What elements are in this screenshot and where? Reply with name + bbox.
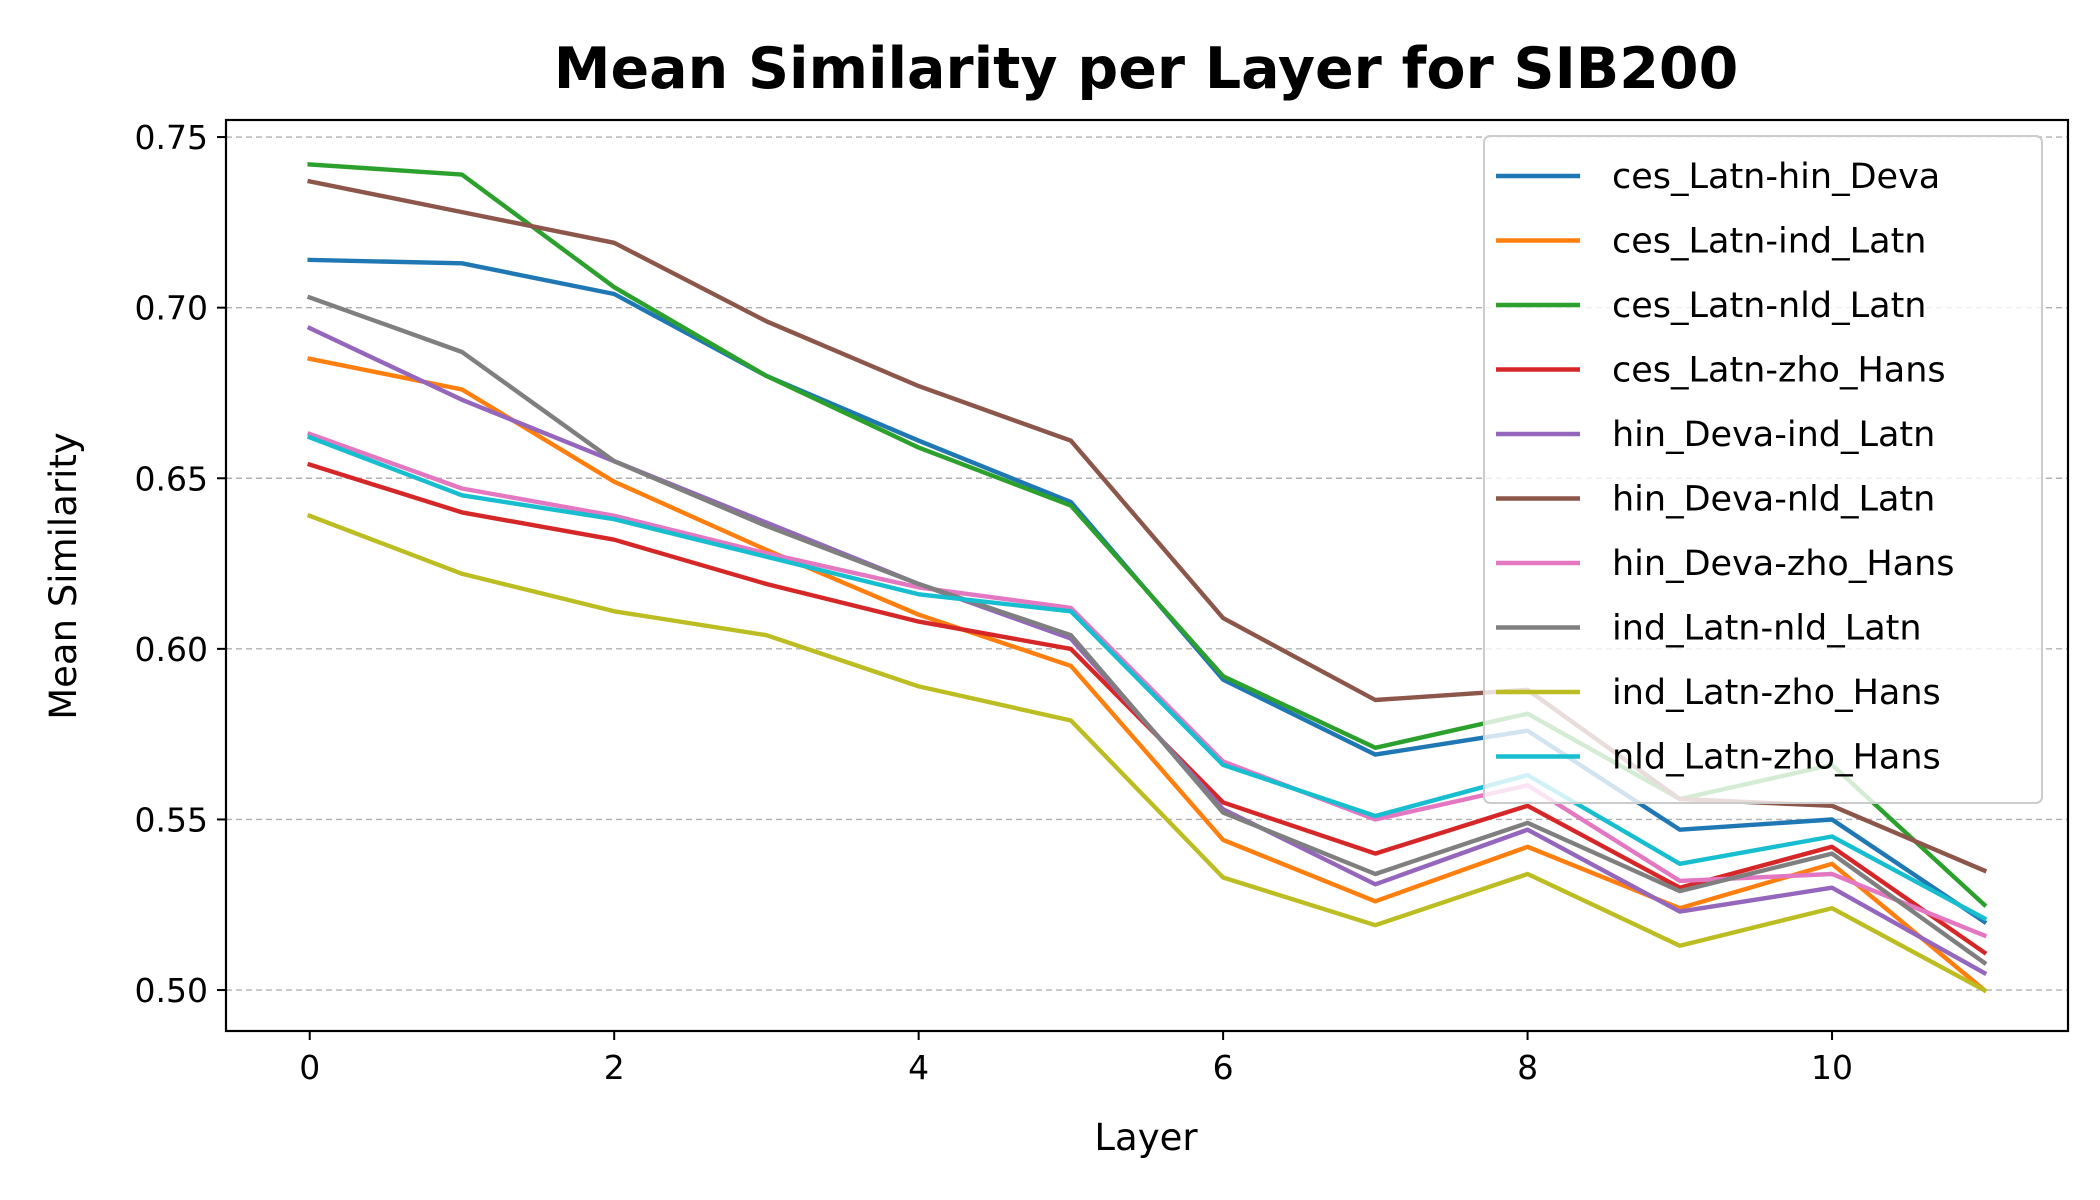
legend-label: hin_Deva-nld_Latn xyxy=(1612,480,1935,520)
x-tick-label: 0 xyxy=(299,1048,320,1087)
legend-label: ind_Latn-nld_Latn xyxy=(1612,609,1922,649)
y-tick-label: 0.55 xyxy=(135,800,208,839)
series-line-hin_Deva-zho_Hans xyxy=(306,431,1988,939)
x-tick-label: 8 xyxy=(1517,1048,1538,1087)
series-line-ind_Latn-zho_Hans xyxy=(306,512,1988,994)
legend-label: hin_Deva-zho_Hans xyxy=(1612,544,1955,584)
x-axis-label: Layer xyxy=(1094,1116,1198,1159)
y-tick-label: 0.60 xyxy=(135,630,208,669)
legend-label: ces_Latn-nld_Latn xyxy=(1612,286,1926,326)
legend-label: nld_Latn-zho_Hans xyxy=(1612,738,1941,778)
plot-area-frame xyxy=(224,118,2070,1033)
legend-label: hin_Deva-ind_Latn xyxy=(1612,415,1935,455)
legend-label: ces_Latn-zho_Hans xyxy=(1612,351,1946,391)
y-tick-label: 0.50 xyxy=(135,971,208,1010)
y-tick-label: 0.70 xyxy=(135,289,208,328)
legend: ces_Latn-hin_Deva ces_Latn-ind_Latn ces_La… xyxy=(1483,135,2043,804)
y-tick-label: 0.75 xyxy=(135,118,208,157)
series-line-ind_Latn-nld_Latn xyxy=(306,294,1988,966)
legend-frame xyxy=(1483,135,2043,804)
x-tick-label: 6 xyxy=(1213,1048,1234,1087)
y-axis-ticks: 0.50 0.55 0.60 0.65 0.70 0.75 xyxy=(135,118,226,1010)
x-tick-label: 2 xyxy=(604,1048,625,1087)
x-axis-ticks: 0 2 4 6 8 10 xyxy=(299,1031,1853,1087)
legend-label: ces_Latn-hin_Deva xyxy=(1612,157,1940,197)
x-tick-label: 10 xyxy=(1811,1048,1853,1087)
y-axis-label: Mean Similarity xyxy=(42,432,85,720)
x-tick-label: 4 xyxy=(908,1048,929,1087)
series-lines xyxy=(306,162,1988,994)
series-line-ces_Latn-ind_Latn xyxy=(307,356,1988,994)
legend-label: ces_Latn-ind_Latn xyxy=(1612,222,1926,262)
y-tick-label: 0.65 xyxy=(135,459,208,498)
legend-label: ind_Latn-zho_Hans xyxy=(1612,673,1941,713)
chart-title: Mean Similarity per Layer for SIB200 xyxy=(554,36,1739,102)
series-line-nld_Latn-zho_Hans xyxy=(306,434,1988,922)
